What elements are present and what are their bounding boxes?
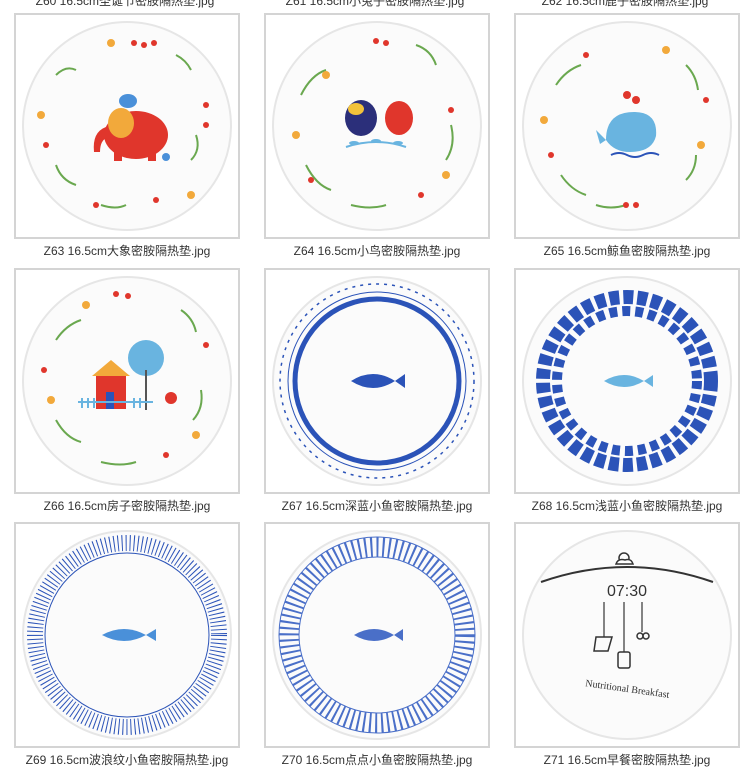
- toast-icon: [593, 636, 613, 652]
- product-caption: Z67 16.5cm深蓝小鱼密胺隔热垫.jpg: [281, 499, 473, 513]
- plate-whale: [522, 21, 732, 231]
- plate-wave-fish: [22, 530, 232, 740]
- product-image[interactable]: [264, 268, 490, 494]
- product-card-z66[interactable]: Z66 16.5cm房子密胺隔热垫.jpg: [14, 268, 240, 513]
- product-caption: Z66 16.5cm房子密胺隔热垫.jpg: [43, 499, 211, 513]
- milk-bottle-icon: [617, 651, 631, 669]
- plate-dark-blue-fish: [272, 276, 482, 486]
- breakfast-time: 07:30: [607, 583, 647, 600]
- product-card-z64[interactable]: Z64 16.5cm小鸟密胺隔热垫.jpg: [264, 13, 490, 258]
- product-card-z69[interactable]: Z69 16.5cm波浪纹小鱼密胺隔热垫.jpg: [14, 522, 240, 767]
- caption-z60: Z60 16.5cm圣诞节密胺隔热垫.jpg: [35, 0, 215, 8]
- product-card-z63[interactable]: Z63 16.5cm大象密胺隔热垫.jpg: [14, 13, 240, 258]
- plate-elephant: [22, 21, 232, 231]
- product-image[interactable]: [14, 522, 240, 748]
- product-image[interactable]: [514, 268, 740, 494]
- caption-z62: Z62 16.5cm鹿子密胺隔热垫.jpg: [541, 0, 709, 8]
- product-caption: Z71 16.5cm早餐密胺隔热垫.jpg: [543, 753, 711, 767]
- product-caption: Z64 16.5cm小鸟密胺隔热垫.jpg: [293, 244, 461, 258]
- product-image[interactable]: [14, 13, 240, 239]
- product-caption: Z63 16.5cm大象密胺隔热垫.jpg: [43, 244, 211, 258]
- product-card-z71[interactable]: 07:30 Nutritional Breakfast Z71 16.5cm早餐…: [514, 522, 740, 767]
- previous-row-captions: Z60 16.5cm圣诞节密胺隔热垫.jpg Z61 16.5cm小兔子密胺隔热…: [0, 0, 750, 8]
- product-caption: Z68 16.5cm浅蓝小鱼密胺隔热垫.jpg: [531, 499, 723, 513]
- product-image[interactable]: 07:30 Nutritional Breakfast: [514, 522, 740, 748]
- product-card-z70[interactable]: Z70 16.5cm点点小鱼密胺隔热垫.jpg: [264, 522, 490, 767]
- caption-z61: Z61 16.5cm小兔子密胺隔热垫.jpg: [285, 0, 465, 8]
- product-card-z65[interactable]: Z65 16.5cm鲸鱼密胺隔热垫.jpg: [514, 13, 740, 258]
- plate-house: [22, 276, 232, 486]
- plate-dot-fish: [272, 530, 482, 740]
- product-image[interactable]: [514, 13, 740, 239]
- product-image[interactable]: [264, 13, 490, 239]
- product-caption: Z69 16.5cm波浪纹小鱼密胺隔热垫.jpg: [25, 753, 229, 767]
- product-caption: Z70 16.5cm点点小鱼密胺隔热垫.jpg: [281, 753, 473, 767]
- product-card-z68[interactable]: Z68 16.5cm浅蓝小鱼密胺隔热垫.jpg: [514, 268, 740, 513]
- product-image[interactable]: [14, 268, 240, 494]
- plate-breakfast: 07:30 Nutritional Breakfast: [522, 530, 732, 740]
- product-card-z67[interactable]: Z67 16.5cm深蓝小鱼密胺隔热垫.jpg: [264, 268, 490, 513]
- product-caption: Z65 16.5cm鲸鱼密胺隔热垫.jpg: [543, 244, 711, 258]
- sun-cloud-icon: [614, 552, 635, 565]
- product-image[interactable]: [264, 522, 490, 748]
- plate-birds: [272, 21, 482, 231]
- plate-light-blue-fish: [522, 276, 732, 486]
